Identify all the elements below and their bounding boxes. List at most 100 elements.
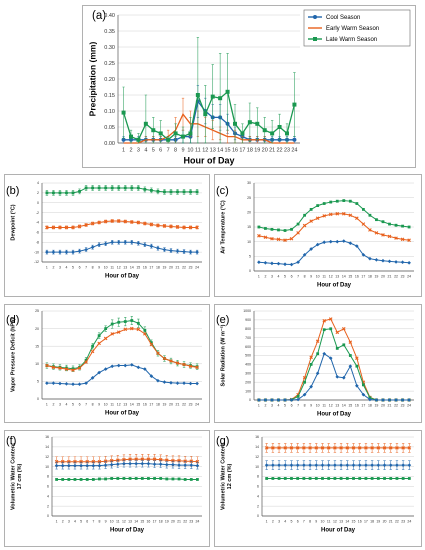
data-point <box>149 244 154 249</box>
x-tick-label: 13 <box>339 520 343 524</box>
data-point <box>91 478 95 481</box>
y-tick-label: 0 <box>37 201 39 205</box>
x-tick-label: 8 <box>92 403 94 407</box>
legend-entry: Late Warm Season <box>326 37 377 43</box>
data-point <box>97 334 101 338</box>
x-tick-label: 19 <box>162 266 166 270</box>
y-tick-label: 0.30 <box>104 45 115 51</box>
data-point <box>162 247 167 252</box>
data-point <box>382 446 387 450</box>
x-tick-label: 13 <box>335 404 339 408</box>
data-point <box>374 398 379 402</box>
data-point <box>156 189 160 193</box>
legend-entry: Early Warm Season <box>326 26 379 32</box>
x-tick-label: 9 <box>98 266 100 270</box>
data-point <box>263 398 268 402</box>
y-tick-label: 0.05 <box>104 125 115 131</box>
data-point <box>265 477 269 480</box>
x-tick-label: 20 <box>381 275 385 279</box>
x-axis-label: Hour of Day <box>317 283 352 289</box>
x-tick-label: 15 <box>352 520 356 524</box>
x-tick-label: 20 <box>169 266 173 270</box>
data-point <box>97 463 102 468</box>
x-tick-label: 19 <box>374 275 378 279</box>
legend-entry: Cool Season <box>326 15 360 21</box>
panel-frame <box>214 430 422 547</box>
x-tick-label: 1 <box>56 520 58 524</box>
data-point <box>361 253 366 257</box>
x-tick-label: 7 <box>85 266 87 270</box>
legend-marker <box>313 37 317 41</box>
data-point <box>64 225 69 230</box>
data-point <box>400 398 405 402</box>
x-tick-label: 10 <box>110 520 114 524</box>
data-point <box>357 446 362 450</box>
data-point <box>270 131 275 136</box>
data-point <box>71 225 75 230</box>
x-tick-label: 4 <box>284 520 286 524</box>
data-point <box>270 227 274 231</box>
data-point <box>110 219 114 223</box>
data-point <box>381 398 385 402</box>
y-axis-label: Volumetric Water Content17 cm (%) <box>11 443 24 510</box>
data-point <box>326 463 331 467</box>
data-point <box>123 186 127 190</box>
data-point <box>270 236 274 241</box>
data-point <box>79 478 83 481</box>
data-point <box>162 224 167 228</box>
series-line <box>46 220 198 228</box>
data-point <box>376 477 380 480</box>
data-point <box>264 463 269 467</box>
data-point <box>128 477 132 480</box>
data-point <box>376 446 381 450</box>
data-point <box>407 225 411 229</box>
x-tick-label: 21 <box>389 520 393 524</box>
data-point <box>233 121 237 126</box>
data-point <box>54 459 59 464</box>
x-tick-label: 9 <box>315 520 317 524</box>
data-point <box>257 398 261 402</box>
x-tick-label: 15 <box>225 148 231 154</box>
data-point <box>364 463 368 467</box>
x-tick-label: 12 <box>329 404 333 408</box>
x-tick-label: 1 <box>122 148 125 154</box>
x-tick-label: 9 <box>98 403 100 407</box>
data-point <box>147 477 150 480</box>
data-point <box>182 249 186 254</box>
data-point <box>270 398 274 402</box>
data-point <box>394 260 398 264</box>
data-point <box>149 189 153 192</box>
x-tick-label: 23 <box>284 148 290 154</box>
x-tick-label: 17 <box>149 266 153 270</box>
data-point <box>149 341 153 345</box>
data-point <box>277 125 282 129</box>
series-cool <box>257 239 411 267</box>
data-point <box>335 346 339 350</box>
data-point <box>140 461 145 466</box>
y-tick-label: 20 <box>247 211 251 215</box>
x-tick-label: 24 <box>407 520 411 524</box>
data-point <box>182 381 186 385</box>
data-point <box>368 397 372 402</box>
x-tick-label: 21 <box>388 275 392 279</box>
y-tick-label: 4 <box>37 181 39 185</box>
data-point <box>322 328 326 332</box>
data-point <box>173 131 178 136</box>
data-point <box>348 241 353 245</box>
x-tick-label: 14 <box>342 275 346 279</box>
y-tick-label: 15 <box>247 225 251 229</box>
x-tick-label: 18 <box>368 275 372 279</box>
data-point <box>177 477 181 481</box>
data-point <box>84 381 88 385</box>
data-point <box>394 398 398 402</box>
x-tick-label: 2 <box>52 266 54 270</box>
data-point <box>169 248 173 253</box>
y-tick-label: -2 <box>36 211 39 215</box>
data-point <box>290 227 293 231</box>
x-tick-label: 23 <box>401 275 405 279</box>
y-tick-label: 800 <box>245 327 251 331</box>
y-tick-label: 0 <box>257 514 259 518</box>
data-point <box>136 186 140 190</box>
data-point <box>314 463 319 467</box>
